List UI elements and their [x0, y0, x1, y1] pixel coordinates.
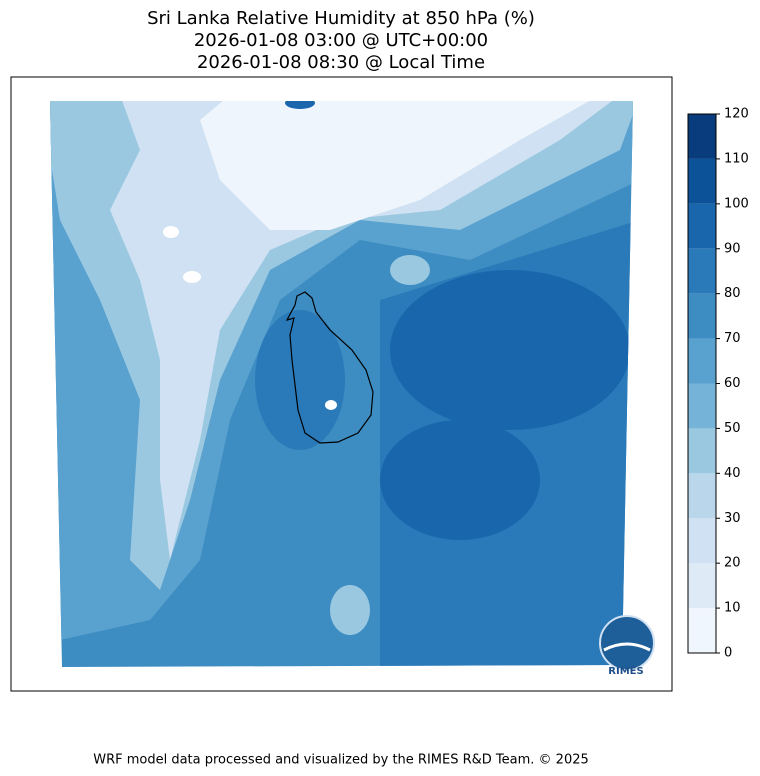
logo-text: RIMES — [608, 666, 643, 677]
colorbar-segment — [688, 428, 716, 474]
colorbar-tick-label: 110 — [724, 151, 749, 166]
colorbar: 0 10 20 30 40 50 60 70 80 90 100 110 120 — [687, 107, 749, 661]
humidity-field — [50, 101, 633, 667]
colorbar-segment — [688, 203, 716, 249]
colorbar-tick-label: 30 — [724, 511, 741, 526]
colorbar-segment — [688, 114, 716, 159]
colorbar-tick-label: 60 — [724, 376, 741, 391]
colorbar-tick-label: 20 — [724, 556, 741, 571]
colorbar-segment — [688, 563, 716, 609]
colorbar-tick-label: 80 — [724, 286, 741, 301]
colorbar-segment — [688, 158, 716, 204]
colorbar-segment — [688, 248, 716, 294]
colorbar-segment — [688, 338, 716, 384]
colorbar-tick-label: 50 — [724, 421, 741, 436]
colorbar-segment — [688, 473, 716, 519]
rimes-logo: RIMES — [599, 615, 655, 677]
colorbar-tick-label: 40 — [724, 466, 741, 481]
colorbar-segment — [688, 293, 716, 339]
sri-lanka-coastline — [285, 291, 374, 444]
footer: WRF model data processed and visualized … — [93, 753, 589, 768]
colorbar-segment — [688, 518, 716, 564]
title-line: Sri Lanka Relative Humidity at 850 hPa (… — [147, 8, 535, 29]
colorbar-tick-label: 10 — [724, 601, 741, 616]
colorbar-tick-label: 90 — [724, 241, 741, 256]
title-line: 2026-01-08 08:30 @ Local Time — [197, 52, 485, 73]
colorbar-tick-label: 120 — [724, 107, 749, 122]
colorbar-segment — [688, 383, 716, 429]
colorbar-tick-label: 0 — [724, 646, 732, 661]
colorbar-segment — [688, 608, 716, 653]
colorbar-tick-label: 100 — [724, 196, 749, 211]
title-line: 2026-01-08 03:00 @ UTC+00:00 — [194, 30, 488, 51]
colorbar-tick-label: 70 — [724, 331, 741, 346]
